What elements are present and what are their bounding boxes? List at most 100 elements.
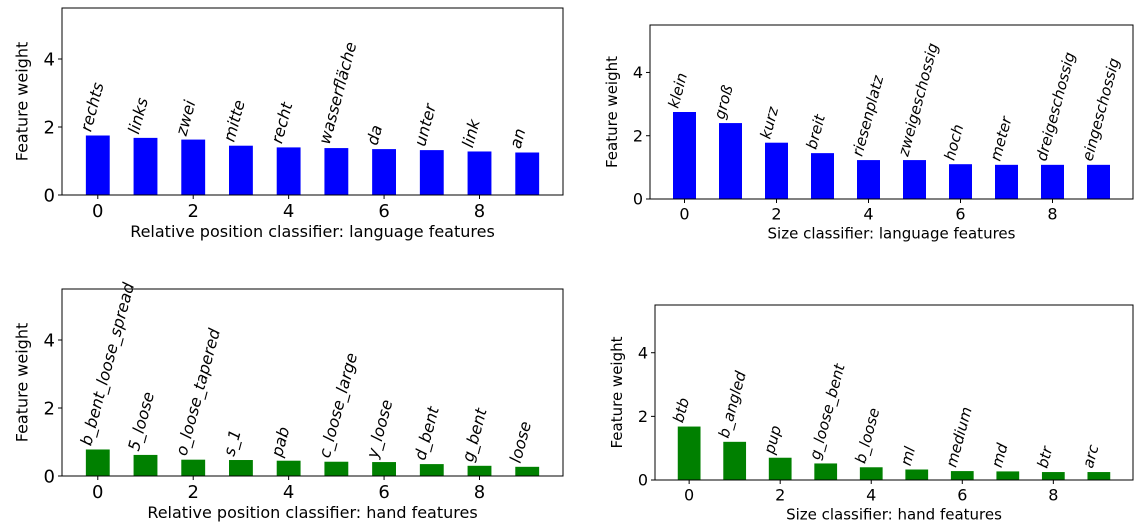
x-tick-label: 6 [378, 201, 389, 222]
x-tick-label: 6 [957, 485, 967, 504]
bar [995, 164, 1018, 199]
bar [133, 454, 158, 476]
x-tick-label: 0 [684, 485, 694, 504]
x-tick-label: 8 [1047, 204, 1057, 223]
bar [324, 148, 349, 195]
bar-label: s_1 [220, 428, 246, 459]
bar [467, 465, 492, 476]
chart-panel-4: btb b_angled pup g_loose_bent b_loose ml mediu… [608, 304, 1134, 523]
plot-frame [649, 24, 1134, 200]
bar-label: loose [506, 419, 535, 465]
bar-label: btr [1033, 444, 1056, 470]
bar [229, 145, 253, 195]
y-axis-label: Feature weight [13, 42, 32, 162]
plot-frame [654, 304, 1134, 481]
bar [949, 164, 972, 199]
bar [857, 160, 880, 199]
bar [324, 461, 349, 476]
bar-label: links [124, 96, 152, 136]
y-tick-label: 2 [44, 117, 55, 138]
bar-label: eingeschossig [1078, 56, 1123, 163]
bar-label: c_loose_large [315, 351, 362, 460]
y-tick-label: 4 [44, 330, 55, 351]
x-tick-label: 2 [187, 201, 198, 222]
y-tick-label: 2 [44, 398, 55, 419]
x-tick-label: 2 [187, 482, 198, 503]
x-tick-label: 0 [92, 201, 103, 222]
bar-label: groß [710, 83, 736, 121]
bar-label: da [363, 123, 387, 147]
bar [903, 160, 926, 199]
bar [515, 466, 540, 476]
x-tick-label: 0 [92, 482, 103, 503]
x-tick-label: 8 [1048, 485, 1058, 504]
bar-label: zweigeschossig [894, 41, 942, 159]
bar-label: medium [942, 405, 975, 469]
chart-panel-1: rechts links zwei mitte recht wasserfläche da u… [13, 7, 564, 241]
bar [996, 471, 1020, 480]
plot-frame [61, 288, 564, 477]
bar [1087, 472, 1111, 480]
x-tick-label: 4 [863, 204, 873, 223]
bar-label: kurz [756, 104, 782, 141]
chart-panel-2: klein groß kurz breit riesenplatz zweigeschos… [603, 24, 1134, 242]
y-tick-label: 2 [638, 407, 648, 426]
bar [950, 471, 974, 480]
bar-label: btb [669, 396, 693, 425]
x-tick-label: 4 [283, 201, 294, 222]
bar-label: arc [1079, 442, 1103, 470]
bar [85, 449, 110, 476]
y-tick-label: 4 [638, 343, 648, 362]
bar-label: o_loose_tapered [172, 326, 225, 458]
bar [515, 152, 540, 195]
bar-label: g_bent [458, 406, 492, 465]
bar-label: recht [267, 100, 296, 146]
bar [85, 135, 110, 195]
bar-label: breit [802, 112, 829, 152]
bar [905, 469, 929, 480]
bar-label: meter [986, 114, 1015, 163]
bar [719, 123, 742, 199]
bar [181, 459, 206, 476]
y-tick-label: 0 [44, 466, 55, 487]
bar-label: klein [664, 71, 691, 110]
plot-frame [61, 7, 564, 196]
bar [765, 142, 788, 199]
bar [276, 460, 301, 476]
bar [133, 137, 158, 195]
bar [229, 460, 253, 476]
bar [723, 441, 747, 480]
bar [1087, 164, 1110, 199]
bar [467, 151, 492, 195]
x-tick-label: 0 [679, 204, 689, 223]
bar-label: rechts [76, 80, 107, 133]
bar-label: g_loose_bent [806, 361, 850, 462]
bar [1041, 472, 1065, 480]
x-tick-label: 8 [474, 201, 485, 222]
bar-label: wasserfläche [315, 40, 361, 146]
bar-label: an [506, 126, 530, 150]
bar-label: b_bent_loose_spread [76, 280, 139, 448]
bar [811, 153, 834, 199]
x-tick-label: 8 [474, 482, 485, 503]
x-axis-label: Relative position classifier: hand featu… [147, 503, 477, 522]
bar-label: zwei [172, 98, 200, 139]
bar-label: pab [267, 425, 293, 460]
bar-label: hoch [940, 122, 967, 162]
x-axis-label: Size classifier: language features [768, 224, 1016, 242]
bar [673, 112, 696, 199]
bar [419, 150, 444, 195]
y-tick-label: 0 [638, 471, 648, 490]
y-tick-label: 4 [44, 49, 55, 70]
bar-label: mitte [220, 98, 249, 144]
x-tick-label: 2 [775, 485, 785, 504]
bar [181, 139, 206, 195]
y-tick-label: 0 [44, 185, 55, 206]
bar [419, 464, 444, 476]
y-tick-label: 0 [633, 190, 643, 209]
bar-label: d_bent [410, 404, 444, 463]
bar-label: 5_loose [124, 390, 159, 454]
bar [768, 457, 792, 480]
bar-label: pup [760, 424, 785, 457]
x-tick-label: 4 [283, 482, 294, 503]
